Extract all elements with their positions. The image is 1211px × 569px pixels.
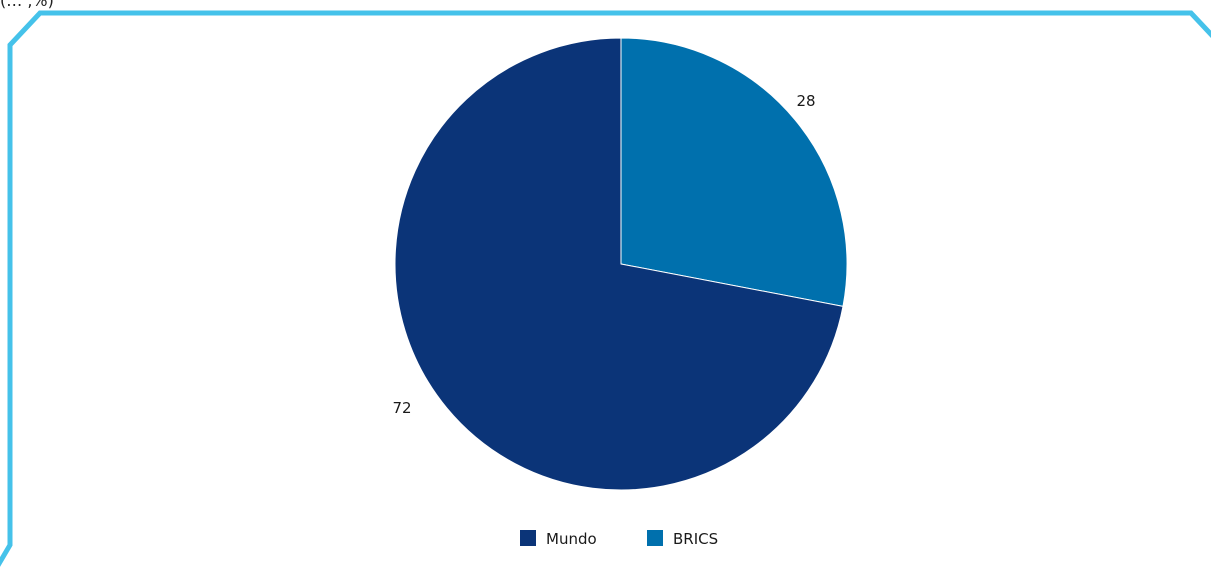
legend-label-mundo: Mundo: [546, 530, 597, 548]
legend-swatch-mundo: [520, 530, 536, 546]
data-label-brics: 28: [796, 92, 815, 110]
pie-slice-brics: [620, 37, 848, 307]
chart-legend: Mundo BRICS: [520, 530, 718, 548]
pie-slice-mundo: [394, 37, 844, 491]
legend-swatch-brics: [647, 530, 663, 546]
chart-header-fragment: (… ,%): [0, 0, 54, 10]
data-label-mundo: 72: [392, 399, 411, 417]
chart-frame: [0, 10, 1211, 567]
legend-label-brics: BRICS: [673, 530, 718, 548]
